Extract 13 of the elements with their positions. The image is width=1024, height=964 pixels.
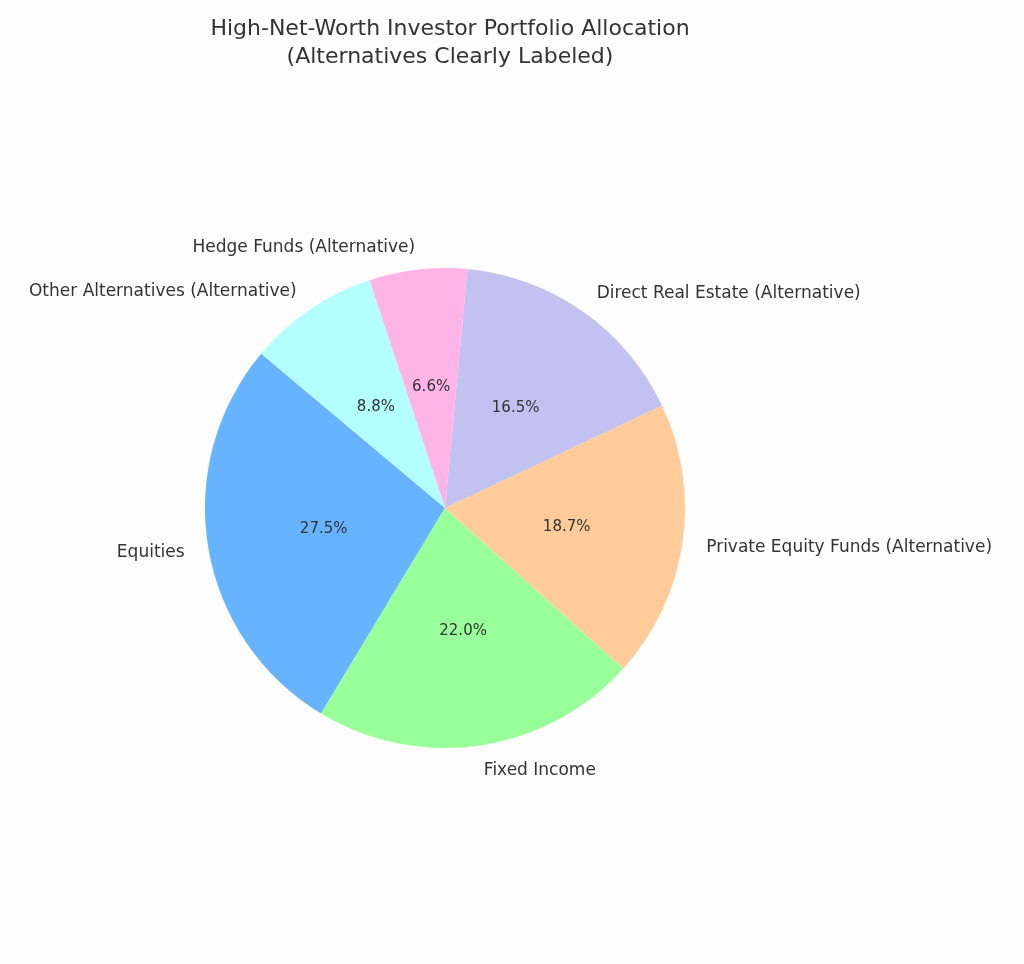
data-label: 18.7% bbox=[542, 516, 591, 535]
data-label: 22.0% bbox=[439, 620, 487, 639]
slice-label: Hedge Funds (Alternative) bbox=[192, 235, 416, 256]
chart-title: High-Net-Worth Investor Portfolio Allocation (Alternatives Clearly Labeled) bbox=[210, 14, 690, 68]
slice-label: Private Equity Funds (Alternative) bbox=[706, 536, 993, 557]
data-label: 16.5% bbox=[491, 398, 540, 417]
slice-label: Equities bbox=[116, 541, 185, 562]
data-label: 8.8% bbox=[356, 397, 395, 416]
data-label: 6.6% bbox=[412, 376, 451, 395]
data-label: 27.5% bbox=[299, 519, 348, 538]
slice-label: Direct Real Estate (Alternative) bbox=[596, 281, 861, 302]
slice-label: Other Alternatives (Alternative) bbox=[28, 279, 297, 300]
slice-label: Fixed Income bbox=[483, 759, 596, 780]
